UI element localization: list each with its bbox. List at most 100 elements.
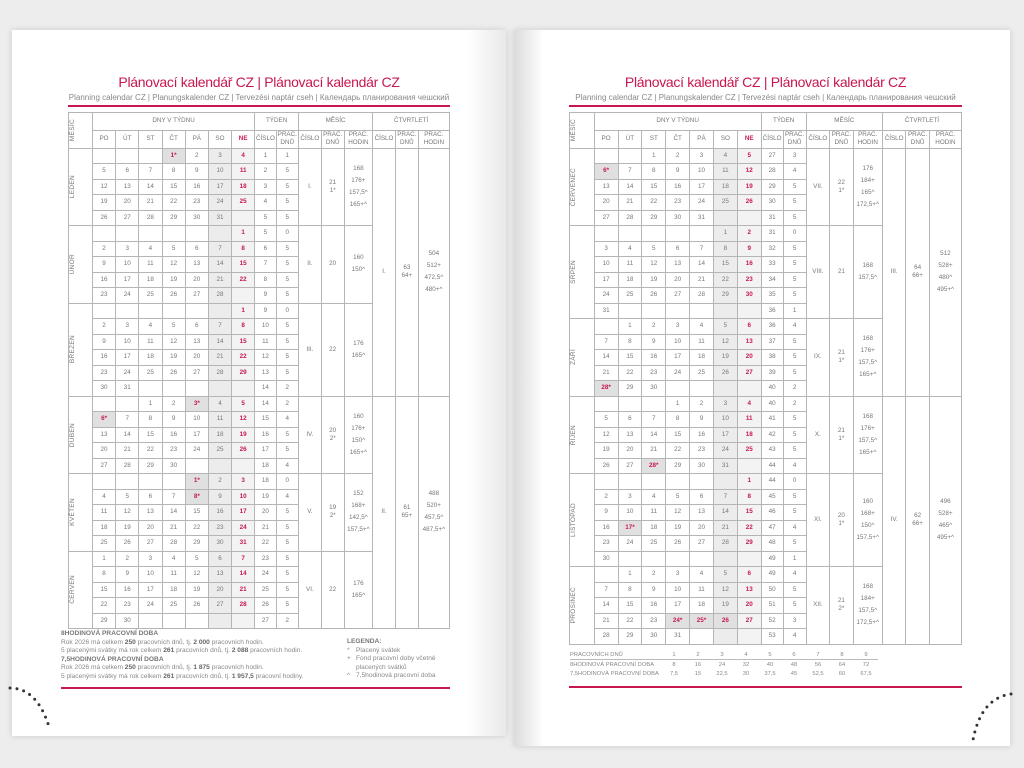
binder-holes-icon	[8, 686, 52, 732]
day-cell	[91, 302, 117, 319]
week-work-days: 5	[782, 488, 807, 505]
week-number: 49	[760, 550, 784, 567]
conversion-value: 15	[694, 670, 702, 677]
day-cell: 2	[115, 550, 140, 567]
week-number: 50	[760, 581, 784, 598]
week-work-days: 5	[275, 194, 299, 211]
day-cell: 31	[689, 209, 714, 226]
conversion-value: 48	[790, 661, 798, 668]
day-cell: 4	[617, 240, 643, 257]
week-row: ČERVENEC 1 2 3 4 5 27 3 VII. 22 1* 176 184+ 165^ 172,5…	[569, 147, 963, 397]
week-work-days: 5	[275, 566, 299, 583]
week-row: 19 20 21 22 23 24 25 43 5	[570, 442, 962, 459]
day-cell: 25	[736, 442, 762, 459]
value-line: 176+	[860, 424, 875, 432]
day-cell: 10	[184, 411, 209, 428]
week-number: 2	[254, 163, 277, 180]
week-work-days: 2	[782, 380, 807, 397]
day-cell	[689, 302, 714, 319]
week-work-days: 4	[782, 628, 807, 645]
month-work-days: 22	[320, 550, 345, 629]
day-cell: 9	[115, 566, 140, 583]
value-line: 465^	[938, 522, 953, 529]
conversion-value: 64	[838, 661, 846, 668]
quarter-header: ČTVRTLETÍ	[881, 111, 963, 131]
week-work-days: 0	[275, 473, 299, 490]
day-cell: 10	[115, 333, 140, 350]
week-number: 52	[760, 612, 784, 629]
day-cell: 4	[689, 566, 714, 583]
day-cell: 4	[689, 318, 714, 335]
value-line: 172,5+^	[856, 619, 879, 627]
day-cell: 22	[617, 612, 643, 629]
day-cell: 1	[231, 225, 256, 242]
week-work-days: 5	[275, 287, 299, 304]
day-name-st: ST	[641, 129, 667, 149]
day-cell: 26	[184, 597, 209, 614]
week-number: 31	[760, 225, 784, 242]
day-cell	[689, 473, 714, 490]
day-cell: 7	[593, 333, 619, 350]
week-work-days: 5	[275, 256, 299, 273]
week-work-days: 5	[782, 364, 807, 381]
day-cell: 16	[665, 178, 691, 195]
day-cell: 23	[207, 519, 233, 536]
month-name-cell: ÚNOR	[68, 225, 93, 304]
day-cell: 27	[184, 287, 209, 304]
day-cell: 20	[593, 194, 619, 211]
day-cell	[91, 225, 117, 242]
day-cell: 14	[593, 597, 619, 614]
day-cell: 29	[736, 535, 762, 552]
day-cell: 25	[689, 364, 714, 381]
week-number: 1	[254, 147, 277, 164]
week-row: 30 31 14 2	[69, 380, 450, 397]
day-cell: 3	[115, 318, 140, 335]
value-line: 19	[329, 504, 337, 512]
quarter-work-hours: 488 520+ 457,5^ 487,5+^	[417, 395, 451, 629]
week-row: 20 21 22 23 24 25 26 17 5	[69, 442, 450, 459]
day-cell: 10	[665, 581, 691, 598]
calendar-table-second-half: MĚSÍC DNY V TÝDNU TÝDEN MĚSÍC ČTVRTLETÍ PO ÚT S…	[569, 111, 963, 645]
day-cell: 8	[231, 318, 256, 335]
week-row: 28* 29 30 40 2	[570, 380, 962, 397]
conversion-value: 4	[734, 650, 758, 660]
day-cell: 18	[138, 349, 163, 366]
week-row: SRPEN 1 2 31 0 VIII. 21 168 157,5^	[569, 225, 962, 319]
value-line: 152	[353, 490, 364, 498]
day-cell: 24	[665, 364, 691, 381]
day-cell: 28	[115, 457, 140, 474]
value-line: 184+	[860, 176, 875, 184]
day-cell	[712, 628, 738, 645]
day-cell: 6	[207, 550, 233, 567]
week-work-days: 5	[782, 442, 807, 459]
day-cell: 7	[712, 488, 738, 505]
value-line: 63	[403, 264, 411, 272]
week-work-days: 0	[782, 225, 807, 242]
conversion-label: 7,5HODINOVÁ PRACOVNÍ DOBA	[570, 670, 659, 677]
day-cell: 22	[231, 271, 256, 288]
week-work-days: 5	[275, 178, 299, 195]
month-name-cell: ČERVENEC	[569, 147, 595, 226]
day-cell: 24	[689, 194, 714, 211]
day-cell: 26	[161, 364, 186, 381]
day-cell: 24	[138, 597, 163, 614]
week-number: 44	[760, 457, 784, 474]
day-cell: 24	[593, 287, 619, 304]
month-work-hours: 176 165^	[343, 302, 374, 397]
week-work-days: 0	[275, 225, 299, 242]
legend-title: LEGENDA:	[347, 638, 382, 645]
day-cell: 12	[593, 426, 619, 443]
day-cell	[641, 395, 667, 412]
month-number: IX.	[805, 318, 831, 397]
month-number: XII.	[805, 566, 831, 645]
day-cell: 16	[115, 581, 140, 598]
value-line: 176+	[351, 176, 366, 184]
day-cell: 19	[665, 519, 691, 536]
month-work-hours: 160 168+ 150^ 157,5+^	[852, 473, 883, 567]
value-line: 480+^	[425, 285, 443, 293]
col-work-days: PRAC. DNŮ	[275, 129, 299, 149]
day-cell: 28	[161, 535, 186, 552]
day-cell	[138, 380, 163, 397]
day-cell: 12	[712, 581, 738, 598]
